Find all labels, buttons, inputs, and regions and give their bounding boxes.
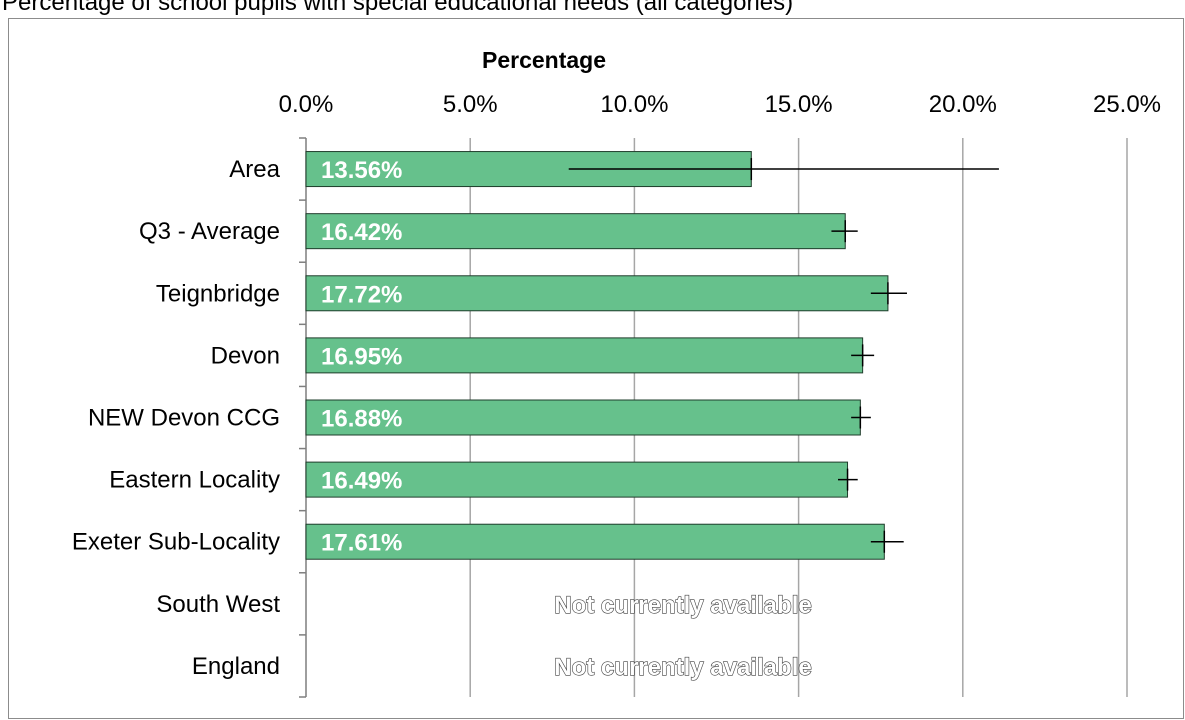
category-labels: Area Q3 - Average Teignbridge Devon NEW Devo…	[72, 156, 281, 680]
chart-title: Percentage of school pupils with special…	[2, 0, 794, 16]
x-tick-label: 5.0%	[443, 91, 498, 118]
value-label: 16.42%	[321, 219, 402, 246]
category-label: Area	[229, 156, 280, 183]
error-bars	[568, 158, 999, 553]
value-label: 13.56%	[321, 157, 402, 184]
category-label: England	[192, 653, 280, 680]
chart-frame	[8, 18, 1184, 719]
x-tick-labels: 0.0% 5.0% 10.0% 15.0% 20.0% 25.0%	[279, 91, 1161, 118]
value-label: 16.88%	[321, 406, 402, 433]
bar	[305, 399, 861, 436]
category-label: Teignbridge	[156, 280, 280, 307]
bar	[305, 523, 885, 560]
x-tick-label: 25.0%	[1093, 91, 1161, 118]
value-label: 17.72%	[321, 281, 402, 308]
x-tick-label: 20.0%	[929, 91, 997, 118]
value-label: 17.61%	[321, 530, 402, 557]
bar	[305, 275, 889, 312]
category-label: Exeter Sub-Locality	[72, 529, 280, 556]
category-label: Eastern Locality	[109, 467, 280, 494]
category-label: Devon	[211, 342, 280, 369]
x-tick-label: 15.0%	[765, 91, 833, 118]
category-label: South West	[156, 591, 280, 618]
value-label: 16.49%	[321, 468, 402, 495]
x-axis-title: Percentage	[482, 47, 606, 73]
bars	[305, 151, 889, 560]
value-labels: 13.56% 16.42% 17.72% 16.95% 16.88% 16.49% 17.6…	[321, 157, 812, 681]
x-tick-label: 0.0%	[279, 91, 334, 118]
category-label: Q3 - Average	[139, 218, 280, 245]
not-available-label: Not currently available	[554, 592, 811, 619]
bar	[305, 461, 849, 498]
category-label: NEW Devon CCG	[88, 405, 280, 432]
value-label: 16.95%	[321, 343, 402, 370]
x-tick-label: 10.0%	[600, 91, 668, 118]
bar	[305, 337, 864, 374]
bar	[305, 213, 846, 250]
not-available-label: Not currently available	[554, 654, 811, 681]
